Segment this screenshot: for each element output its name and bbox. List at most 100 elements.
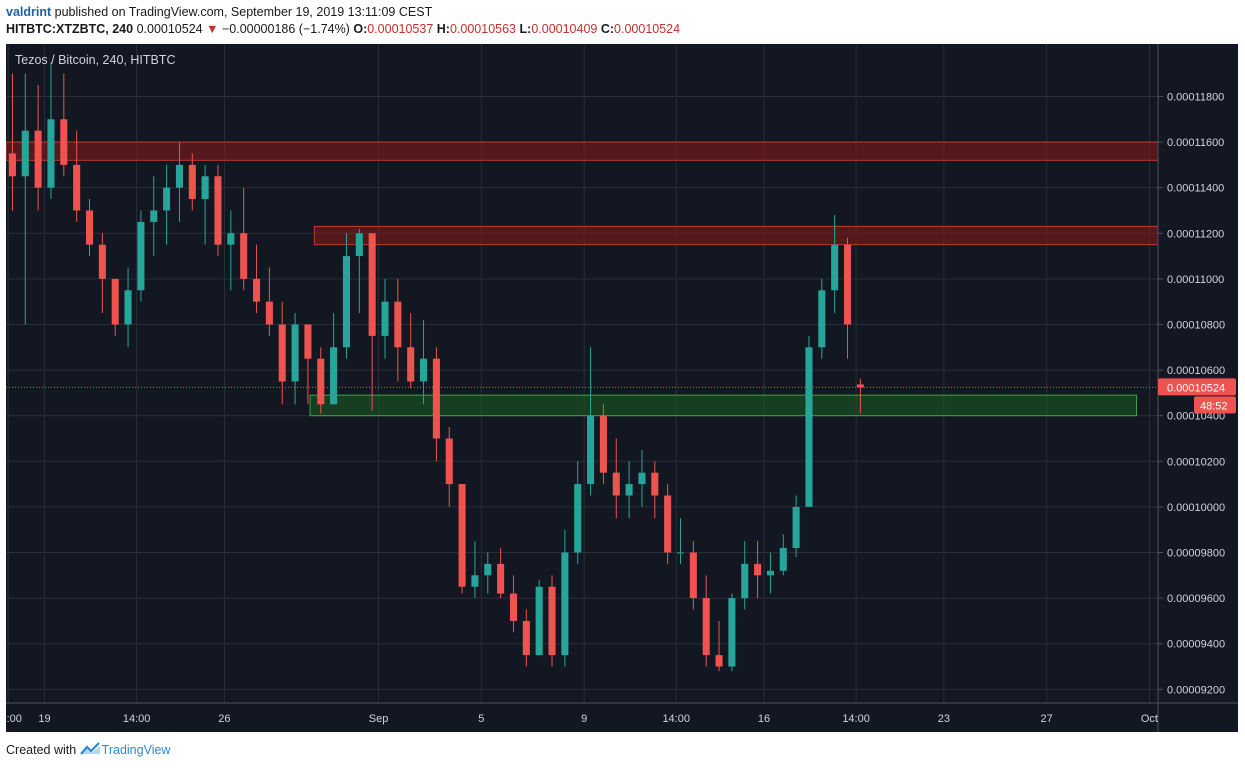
candle-up (831, 244, 839, 291)
time-tick-label: 26 (218, 713, 230, 725)
time-tick-label: 14:00 (662, 713, 690, 725)
open-value: 0.00010537 (367, 22, 434, 36)
candle-down (85, 210, 94, 245)
candle-down (843, 244, 852, 325)
candle-up (535, 586, 543, 656)
candle-up (227, 233, 235, 245)
time-tick-label: Sep (369, 713, 389, 725)
price-tick-label: 0.00009200 (1167, 684, 1225, 696)
time-tick-label: 27 (1041, 713, 1053, 725)
high-label: H: (436, 22, 450, 36)
tradingview-link[interactable]: TradingView (101, 743, 171, 757)
candle-down (317, 358, 325, 405)
candle-up (342, 256, 350, 348)
last-price: 0.00010524 (136, 22, 203, 36)
candle-up (47, 119, 55, 188)
candle-up (381, 301, 389, 336)
countdown-value: 48:52 (1200, 400, 1228, 412)
tradingview-logo-icon (79, 742, 100, 755)
candle-down (304, 324, 312, 359)
price-tick-label: 0.00009600 (1167, 593, 1225, 605)
time-tick-label: 19 (38, 713, 50, 725)
resistance-zone (5, 141, 1159, 161)
candle-down (612, 472, 620, 496)
candle-down (34, 130, 42, 188)
candle-up (574, 484, 582, 553)
candle-up (163, 187, 171, 211)
price-tick-label: 0.00011400 (1167, 183, 1224, 195)
candle-down (702, 598, 710, 656)
candle-up (175, 164, 183, 188)
candle-up (587, 415, 595, 485)
author-link[interactable]: valdrint (6, 5, 52, 19)
countdown-badge-bg (1194, 396, 1236, 414)
time-tick-label: Oct (1141, 713, 1158, 725)
candle-up (150, 210, 158, 222)
price-tick-label: 0.00010400 (1167, 411, 1225, 423)
candle-down (651, 472, 659, 496)
price-tick-label: 0.00010200 (1167, 456, 1225, 468)
candle-up (21, 130, 29, 177)
candle-down (522, 620, 530, 656)
chart-panel[interactable]: 0.00009200 0.00009400 0.00009600 0.00009800… (0, 44, 1238, 732)
candle-up (137, 221, 145, 291)
candle-down (548, 586, 556, 656)
last-price-badge-value: 0.00010524 (1167, 382, 1225, 394)
candle-down (458, 484, 466, 587)
candle-down (8, 153, 16, 177)
candle-up (330, 347, 338, 405)
price-tick-label: 0.00011200 (1167, 228, 1224, 240)
candle-up (638, 472, 646, 485)
time-tick-label: 16 (758, 713, 770, 725)
price-tick-label: 0.00010600 (1167, 365, 1225, 377)
candle-up (676, 552, 685, 554)
candle-down (278, 324, 286, 382)
time-axis: 14:00 19 14:00 26 Sep 5 9 14:00 16 14:00 23 27 Oct (0, 713, 1158, 725)
candle-down (445, 438, 453, 485)
price-tick-label: 0.00009400 (1167, 639, 1225, 651)
time-tick-label: 14:00 (842, 713, 870, 725)
candle-down (664, 495, 672, 553)
time-tick-label: 5 (478, 713, 484, 725)
price-zones (5, 141, 1159, 417)
price-tick-label: 0.00011800 (1167, 91, 1224, 103)
support-zone (309, 394, 1138, 417)
close-value: 0.00010524 (614, 22, 681, 36)
candle-up (355, 233, 363, 257)
candle-up (291, 324, 299, 382)
candle-down (856, 384, 864, 388)
candle-down (754, 563, 762, 576)
price-tick-label: 0.00011000 (1167, 274, 1224, 286)
candle-down (60, 119, 68, 165)
candle-up (625, 484, 633, 496)
high-value: 0.00010563 (449, 22, 517, 36)
created-with-text: Created with (6, 743, 77, 757)
time-tick-label: 14:00 (6, 713, 22, 725)
candle-up (124, 290, 132, 325)
candle-up (420, 358, 428, 382)
candle-up (201, 176, 209, 200)
candles (8, 62, 864, 672)
candle-up (484, 563, 492, 576)
candlestick-chart[interactable]: 0.00009200 0.00009400 0.00009600 0.00009800… (0, 44, 1238, 732)
symbol-label: HITBTC:XTZBTC, 240 (6, 22, 134, 36)
candle-down (240, 233, 248, 279)
down-arrow-icon: ▼ (206, 22, 219, 36)
candle-down (497, 563, 505, 594)
price-change: −0.00000186 (−1.74%) (221, 22, 350, 36)
chart-title: Tezos / Bitcoin, 240, HITBTC (15, 53, 175, 67)
resistance-zone (313, 225, 1159, 246)
last-price-badge: 0.00010524 48:52 (1158, 378, 1236, 414)
candle-down (368, 233, 376, 336)
candle-up (471, 575, 479, 587)
candle-up (741, 563, 749, 599)
price-axis: 0.00009200 0.00009400 0.00009600 0.00009800… (1158, 91, 1225, 696)
candle-down (188, 164, 196, 200)
publish-info: valdrint published on TradingView.com, S… (6, 5, 432, 19)
candle-down (98, 244, 106, 279)
time-tick-label: 9 (581, 713, 587, 725)
candle-down (111, 278, 119, 325)
candle-up (779, 547, 787, 571)
candle-down (265, 301, 273, 325)
time-tick-label: 23 (938, 713, 950, 725)
